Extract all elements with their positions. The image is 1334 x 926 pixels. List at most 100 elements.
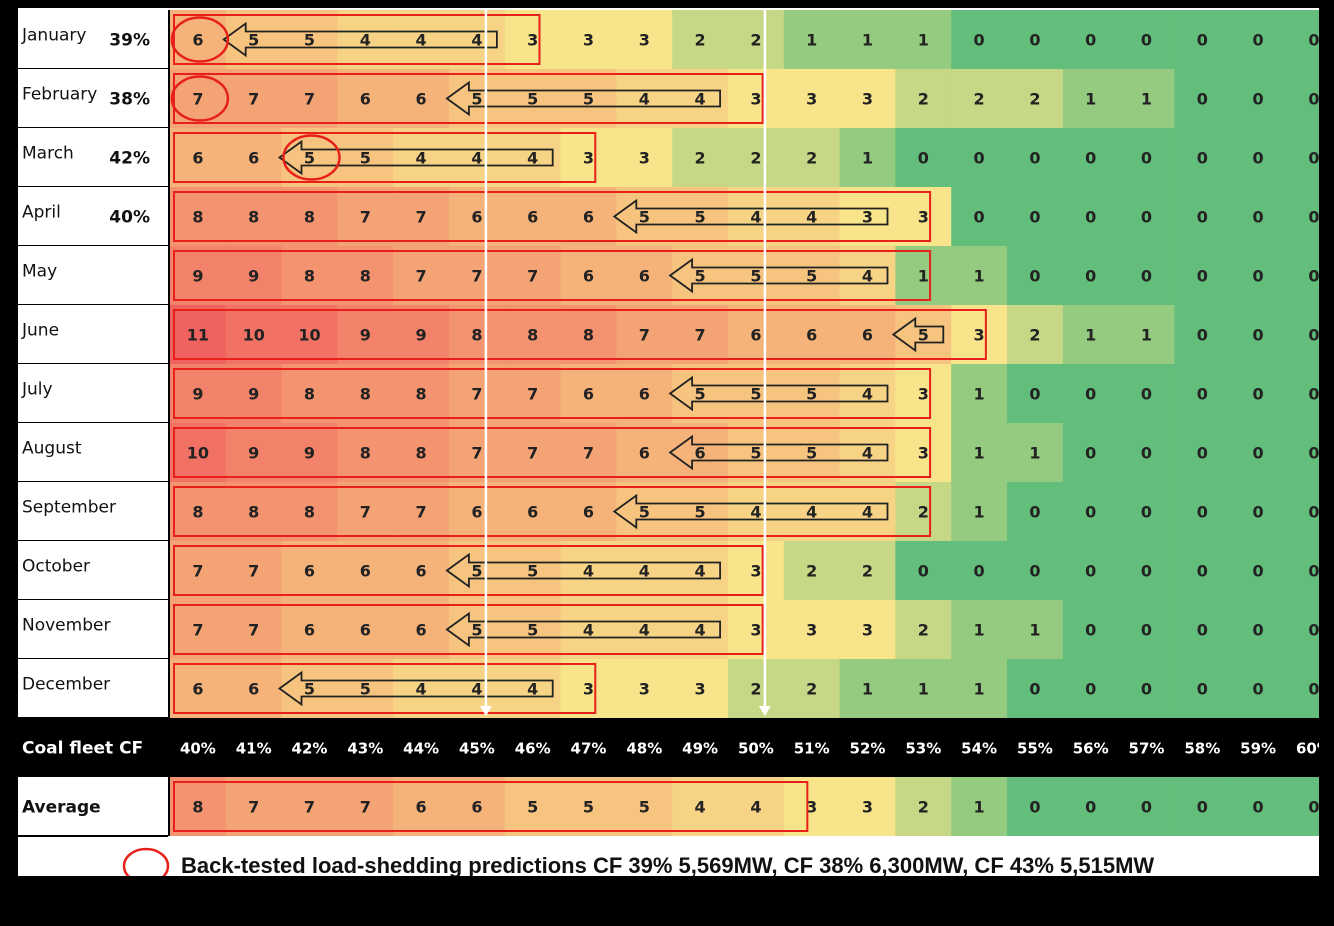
cell-value: 8 [527,326,538,345]
cell-value: 8 [360,444,371,463]
cell-value: 0 [1308,31,1319,50]
cell-value: 2 [806,149,817,168]
cell-value: 3 [583,149,594,168]
cell-value: 0 [1197,798,1208,817]
cell-value: 7 [695,326,706,345]
cell-value: 3 [750,90,761,109]
cell-value: 1 [862,149,873,168]
cell-value: 0 [974,149,985,168]
cell-value: 6 [806,326,817,345]
x-tick-label: 42% [292,740,328,758]
month-label-march: March [22,144,74,164]
cell-value: 1 [974,798,985,817]
cell-value: 2 [974,90,985,109]
cell-value: 6 [527,503,538,522]
cell-value: 7 [304,90,315,109]
cell-value: 0 [1085,562,1096,581]
cell-value: 6 [862,326,873,345]
cell-value: 2 [806,562,817,581]
x-tick-label: 56% [1073,740,1109,758]
cell-value: 1 [1029,621,1040,640]
cell-value: 8 [360,267,371,286]
cell-value: 7 [416,503,427,522]
cell-value: 1 [918,680,929,699]
cell-value: 1 [1029,444,1040,463]
cell-value: 0 [1253,621,1264,640]
cell-value: 8 [304,208,315,227]
cell-value: 0 [1253,31,1264,50]
cell-value: 0 [1308,562,1319,581]
cell-value: 0 [1253,149,1264,168]
cell-value: 8 [192,798,203,817]
month-cf-april: 40% [109,208,150,228]
cell-value: 7 [360,798,371,817]
cell-value: 6 [248,149,259,168]
cell-value: 0 [1308,90,1319,109]
cell-value: 0 [1253,90,1264,109]
cell-value: 2 [1029,326,1040,345]
x-tick-label: 44% [403,740,439,758]
cell-value: 6 [639,444,650,463]
cell-value: 0 [974,31,985,50]
cell-value: 2 [918,621,929,640]
cell-value: 0 [974,208,985,227]
cell-value: 0 [1308,444,1319,463]
cell-value: 7 [583,444,594,463]
cell-value: 0 [1085,444,1096,463]
cell-value: 7 [416,267,427,286]
cell-value: 0 [1308,503,1319,522]
cell-value: 8 [360,385,371,404]
cell-value: 7 [639,326,650,345]
x-tick-label: 54% [961,740,997,758]
cell-value: 1 [1085,326,1096,345]
x-tick-label: 49% [682,740,718,758]
cell-value: 7 [192,562,203,581]
cell-value: 7 [471,267,482,286]
average-label: Average [22,798,101,818]
cell-value: 8 [248,208,259,227]
cell-value: 0 [1141,562,1152,581]
cell-value: 3 [639,149,650,168]
cell-value: 0 [1308,149,1319,168]
cell-value: 0 [1029,680,1040,699]
cell-value: 6 [192,31,203,50]
cell-value: 0 [1253,562,1264,581]
cell-value: 7 [360,208,371,227]
cell-value: 0 [1141,208,1152,227]
chart-sheet: January 39% 6 5 5 4 4 4 3 3 3 2 2 1 1 1 0 0 0 0 0 0 0 February 3… [18,8,1319,876]
cell-value: 8 [416,385,427,404]
cell-value: 2 [806,680,817,699]
month-cf-january: 39% [109,31,150,51]
cell-value: 7 [416,208,427,227]
cell-value: 6 [416,798,427,817]
x-tick-label: 59% [1240,740,1276,758]
cell-value: 0 [1085,503,1096,522]
month-label-may: May [22,262,57,282]
cell-value: 8 [416,444,427,463]
cell-value: 0 [1308,267,1319,286]
cell-value: 0 [1197,680,1208,699]
cell-value: 8 [304,385,315,404]
cell-value: 7 [471,385,482,404]
cell-value: 0 [1253,680,1264,699]
cell-value: 2 [918,90,929,109]
cell-value: 0 [1197,326,1208,345]
x-tick-label: 47% [571,740,607,758]
cell-value: 3 [806,90,817,109]
cell-value: 0 [1141,444,1152,463]
cell-value: 6 [416,562,427,581]
month-label-february: February [22,85,97,105]
cell-value: 6 [471,208,482,227]
cell-value: 3 [862,621,873,640]
cell-value: 3 [583,31,594,50]
cell-value: 0 [1197,267,1208,286]
cell-value: 6 [583,208,594,227]
cell-value: 0 [918,149,929,168]
x-tick-label: 55% [1017,740,1053,758]
cell-value: 0 [1141,680,1152,699]
cell-value: 2 [750,680,761,699]
cell-value: 10 [243,326,265,345]
cell-value: 7 [527,385,538,404]
cell-value: 0 [1308,798,1319,817]
row-separator [18,835,168,837]
